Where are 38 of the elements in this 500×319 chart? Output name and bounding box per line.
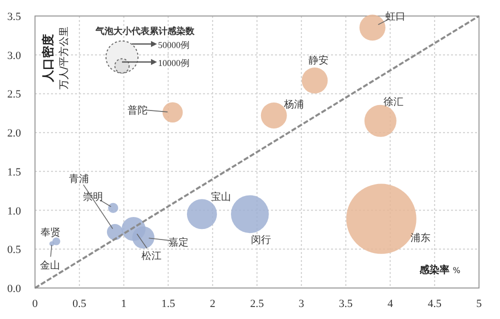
x-tick-label: 0 <box>32 298 38 310</box>
y-tick-label: 2.0 <box>7 128 22 140</box>
annotation: 万人/平方公里 <box>58 26 70 90</box>
x-tick-label: 4.5 <box>428 298 442 310</box>
x-tick-label: 2 <box>210 298 216 310</box>
x-tick-label: 1.5 <box>161 298 176 310</box>
legend-label: 50000例 <box>158 40 190 50</box>
y-tick-label: 3.5 <box>7 11 22 23</box>
series-label: 嘉定 <box>168 236 188 248</box>
x-tick-label: 3.5 <box>338 298 354 310</box>
x-tick-label: 4 <box>387 298 394 310</box>
x-tick-label: 2.5 <box>250 298 264 310</box>
series-label: 浦东 <box>410 232 430 244</box>
y-tick-label: 0.5 <box>7 244 22 256</box>
y-tick-label: 1.5 <box>7 166 22 178</box>
y-tick-label: 3.0 <box>7 50 22 62</box>
series-label: 普陀 <box>128 104 148 116</box>
series-label: 杨浦 <box>282 98 304 110</box>
series-label: 金山 <box>40 260 60 272</box>
text: 青浦 <box>68 173 89 186</box>
x-tick-label: 3 <box>298 298 305 310</box>
y-tick-label: 0.0 <box>7 283 22 295</box>
x-tick-label: 0.5 <box>72 298 87 310</box>
series-label: 虹口 <box>385 10 406 23</box>
series-label: 闵行 <box>250 234 271 246</box>
series-label: 宝山 <box>210 191 231 204</box>
x-tick-label: 1 <box>121 298 127 310</box>
series-label: 徐汇 <box>383 96 404 108</box>
legend-label: 10000例 <box>158 58 190 68</box>
x-axis-title: 感染率 % <box>418 264 461 276</box>
series-label: 奉贤 <box>40 226 60 238</box>
x-tick-label: 5 <box>476 298 482 310</box>
y-tick-label: 1.0 <box>7 205 22 218</box>
series-label: 松江 <box>142 250 162 262</box>
y-tick-label: 2.5 <box>7 88 22 101</box>
y-axis-title: 人口密度 <box>41 34 55 83</box>
series-label: 静安 <box>308 54 329 67</box>
legend-title: 气泡大小代表累计感染数 <box>94 26 196 37</box>
